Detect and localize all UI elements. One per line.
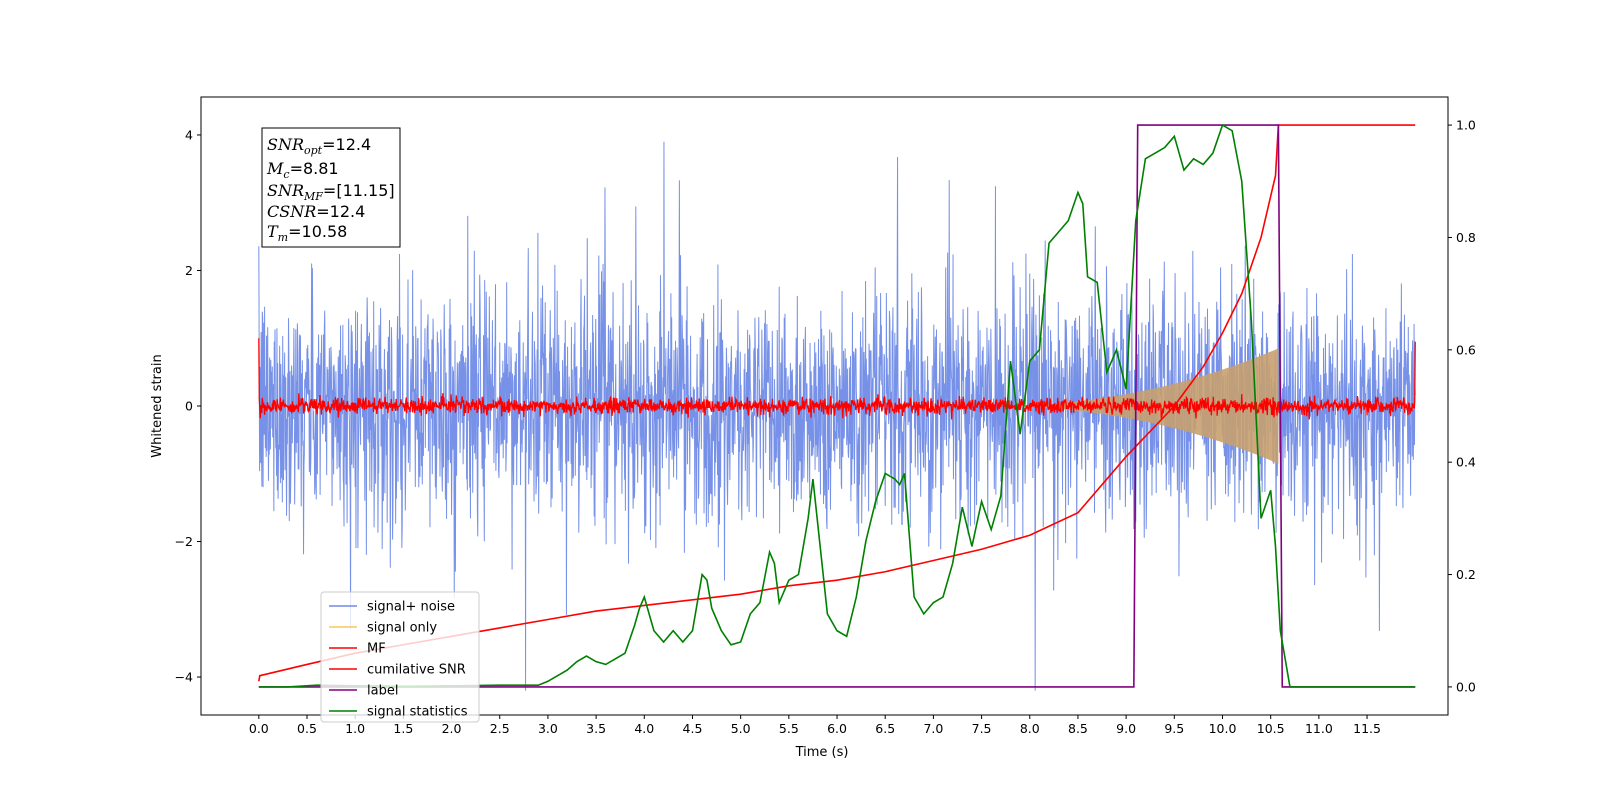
series-mf-line bbox=[258, 338, 1416, 420]
x-tick-label: 11.0 bbox=[1305, 721, 1333, 736]
legend-label: MF bbox=[367, 642, 386, 657]
x-tick-label: 11.5 bbox=[1353, 721, 1381, 736]
x-tick-label: 0.5 bbox=[297, 721, 317, 736]
x-tick-label: 8.0 bbox=[1020, 721, 1040, 736]
y2-tick-label: 0.4 bbox=[1456, 455, 1476, 470]
legend-frame bbox=[320, 591, 480, 723]
x-tick-label: 10.0 bbox=[1209, 721, 1237, 736]
legend-label: signal statistics bbox=[367, 705, 468, 720]
x-tick-label: 1.5 bbox=[393, 721, 413, 736]
x-tick-label: 7.0 bbox=[923, 721, 943, 736]
y-tick-label: −4 bbox=[175, 670, 193, 685]
x-tick-label: 4.5 bbox=[683, 721, 703, 736]
y2-tick-label: 0.8 bbox=[1456, 230, 1476, 245]
y2-axis: 1.0 0.8 0.6 0.4 0.2 0.0 bbox=[1448, 118, 1476, 694]
legend-label: label bbox=[367, 684, 398, 699]
info-csnr: CSNR=12.4 bbox=[267, 202, 365, 221]
y-tick-label: 2 bbox=[185, 263, 193, 278]
x-tick-label: 8.5 bbox=[1068, 721, 1088, 736]
x-tick-label: 2.0 bbox=[442, 721, 462, 736]
y2-tick-label: 0.2 bbox=[1456, 567, 1476, 582]
y2-tick-label: 0.0 bbox=[1456, 679, 1476, 694]
x-tick-label: 3.5 bbox=[586, 721, 606, 736]
legend-label: signal only bbox=[367, 621, 437, 636]
x-tick-label: 6.0 bbox=[827, 721, 847, 736]
x-tick-label: 5.5 bbox=[779, 721, 799, 736]
info-box-frame bbox=[261, 127, 401, 248]
x-tick-label: 9.5 bbox=[1164, 721, 1184, 736]
series-signal-only-fill bbox=[981, 348, 1279, 464]
y2-tick-label: 1.0 bbox=[1456, 118, 1476, 133]
info-tm: Tm=10.58 bbox=[267, 222, 347, 244]
x-tick-label: 3.0 bbox=[538, 721, 558, 736]
x-tick-label: 9.0 bbox=[1116, 721, 1136, 736]
info-snr-mf: SNRMF=[11.15] bbox=[267, 181, 395, 203]
y-axis-label: Whitened strain bbox=[150, 354, 165, 457]
x-tick-label: 0.0 bbox=[249, 721, 269, 736]
y2-tick-label: 0.6 bbox=[1456, 342, 1476, 357]
legend: signal+ noise signal only MF cumilative SNR… bbox=[320, 591, 480, 723]
legend-label: cumilative SNR bbox=[367, 663, 466, 678]
x-tick-label: 4.0 bbox=[634, 721, 654, 736]
info-mc: Mc=8.81 bbox=[266, 159, 339, 181]
series-signal-statistics-line bbox=[258, 123, 1416, 688]
legend-label: signal+ noise bbox=[367, 600, 455, 615]
x-tick-label: 2.5 bbox=[490, 721, 510, 736]
x-tick-label: 1.0 bbox=[345, 721, 365, 736]
info-box: SNRopt=12.4 Mc=8.81 SNRMF=[11.15] CSNR=1… bbox=[261, 127, 401, 248]
x-tick-label: 6.5 bbox=[875, 721, 895, 736]
y-tick-label: 0 bbox=[185, 399, 193, 414]
x-axis-label: Time (s) bbox=[795, 745, 849, 760]
y-axis: 4 2 0 −2 −4 bbox=[175, 127, 201, 685]
info-snr-opt: SNRopt=12.4 bbox=[267, 135, 371, 157]
y-tick-label: −2 bbox=[175, 534, 193, 549]
x-tick-label: 10.5 bbox=[1257, 721, 1285, 736]
x-axis: 0.0 0.5 1.0 1.5 2.0 2.5 3.0 3.5 4.0 4.5 5.0 5.5 6.0 6… bbox=[249, 715, 1381, 736]
x-tick-label: 5.0 bbox=[731, 721, 751, 736]
y-tick-label: 4 bbox=[185, 127, 193, 142]
x-tick-label: 7.5 bbox=[972, 721, 992, 736]
